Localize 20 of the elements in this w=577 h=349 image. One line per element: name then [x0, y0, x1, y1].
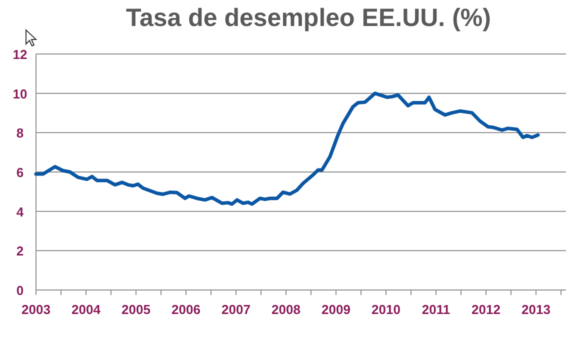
x-tick-label: 2008	[272, 302, 300, 317]
y-tick-label: 2	[16, 244, 24, 259]
y-tick-label: 10	[12, 86, 28, 102]
x-tick-label: 2009	[322, 302, 350, 317]
x-tick-label: 2013	[522, 302, 550, 317]
y-tick-label: 4	[16, 204, 24, 220]
x-tick-label: 2005	[122, 302, 150, 317]
x-tick-label: 2006	[172, 302, 200, 317]
x-tick-label: 2004	[72, 302, 102, 317]
y-tick-label: 6	[16, 165, 24, 180]
x-tick-label: 2012	[472, 302, 500, 317]
y-tick-label: 8	[16, 126, 24, 141]
y-tick-label: 0	[16, 283, 24, 298]
x-tick-label: 2010	[372, 302, 400, 317]
x-tick-label: 2003	[22, 302, 50, 317]
y-tick-label: 12	[12, 47, 28, 62]
x-tick-label: 2007	[222, 302, 250, 317]
line-series	[34, 92, 540, 206]
chart-title: Tasa de desempleo EE.UU. (%)	[126, 4, 491, 32]
x-tick-label: 2011	[422, 302, 450, 317]
